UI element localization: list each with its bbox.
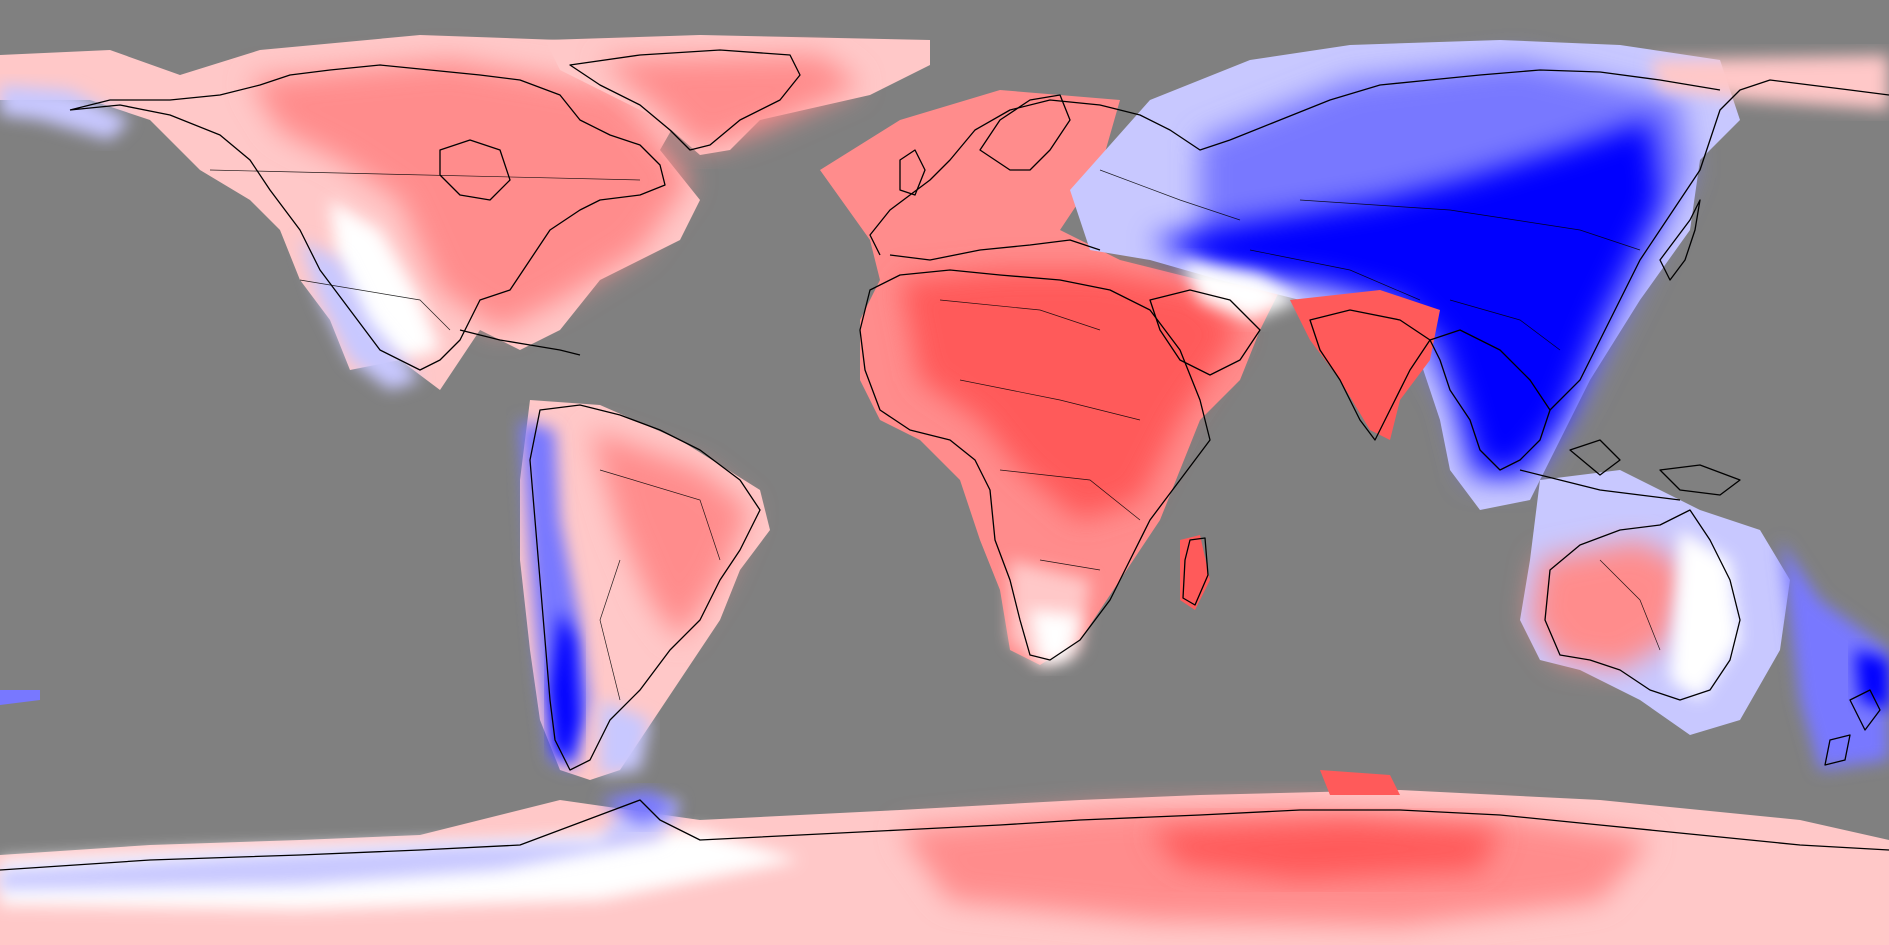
south-america-field	[520, 400, 770, 780]
asia-field	[1070, 40, 1889, 510]
borders	[209, 169, 1661, 701]
greenland-field	[545, 35, 930, 155]
coastlines	[0, 49, 1889, 871]
north-america-field	[0, 35, 700, 390]
antarctica-field	[0, 770, 1889, 945]
australia-field	[0, 470, 1889, 770]
europe-africa-field	[820, 90, 1280, 665]
